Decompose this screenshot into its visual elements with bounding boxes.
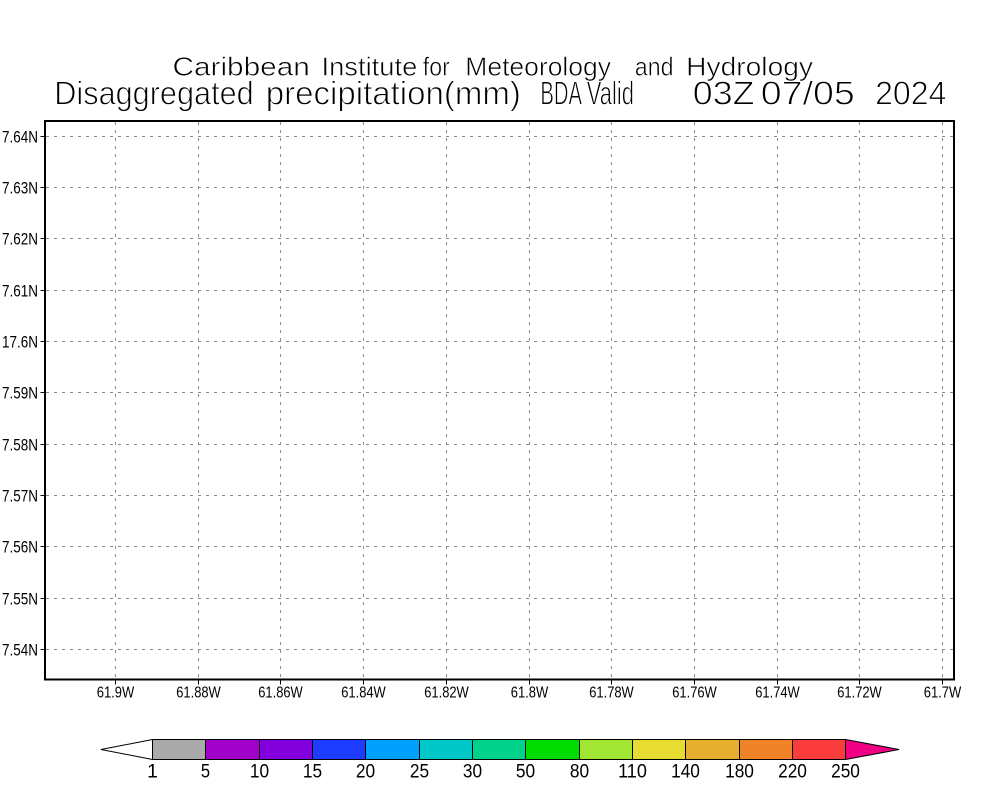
- svg-text:7.57N: 7.57N: [2, 487, 38, 506]
- svg-text:7.55N: 7.55N: [2, 590, 38, 609]
- svg-text:03Z: 03Z: [693, 76, 755, 113]
- svg-text:7.59N: 7.59N: [2, 384, 38, 403]
- svg-text:1: 1: [147, 761, 158, 782]
- svg-text:61.88W: 61.88W: [176, 685, 221, 702]
- svg-text:140: 140: [671, 761, 700, 782]
- svg-text:7.63N: 7.63N: [2, 179, 38, 198]
- svg-text:61.74W: 61.74W: [755, 685, 800, 702]
- svg-text:61.82W: 61.82W: [424, 685, 469, 702]
- svg-text:2024: 2024: [875, 76, 946, 113]
- svg-text:61.8W: 61.8W: [511, 685, 549, 702]
- svg-text:Meteorology: Meteorology: [465, 52, 611, 82]
- svg-text:250: 250: [831, 761, 860, 782]
- svg-text:61.7W: 61.7W: [924, 685, 962, 702]
- svg-text:61.78W: 61.78W: [589, 685, 634, 702]
- svg-text:20: 20: [356, 761, 375, 782]
- svg-text:Disaggregated: Disaggregated: [54, 76, 253, 113]
- svg-text:17.6N: 17.6N: [2, 333, 38, 352]
- svg-text:61.72W: 61.72W: [837, 685, 882, 702]
- svg-text:30: 30: [463, 761, 482, 782]
- svg-text:5: 5: [201, 761, 210, 782]
- svg-text:61.9W: 61.9W: [97, 685, 135, 702]
- svg-text:Valid: Valid: [587, 76, 634, 113]
- svg-text:61.86W: 61.86W: [258, 685, 303, 702]
- svg-text:61.76W: 61.76W: [672, 685, 717, 702]
- svg-text:7.62N: 7.62N: [2, 230, 38, 249]
- svg-text:15: 15: [303, 761, 322, 782]
- svg-text:and: and: [635, 52, 674, 82]
- svg-text:7.61N: 7.61N: [2, 282, 38, 301]
- svg-text:180: 180: [725, 761, 754, 782]
- svg-text:7.54N: 7.54N: [2, 641, 38, 660]
- svg-text:61.84W: 61.84W: [341, 685, 386, 702]
- svg-text:Hydrology: Hydrology: [686, 52, 813, 82]
- svg-text:7.64N: 7.64N: [2, 128, 38, 147]
- svg-text:220: 220: [778, 761, 807, 782]
- svg-text:Caribbean: Caribbean: [173, 52, 310, 82]
- svg-text:precipitation(mm): precipitation(mm): [266, 76, 521, 113]
- svg-text:BDA: BDA: [540, 76, 582, 113]
- svg-text:25: 25: [410, 761, 429, 782]
- svg-text:Institute: Institute: [322, 52, 418, 82]
- svg-text:for: for: [423, 52, 450, 82]
- svg-text:07/05: 07/05: [761, 76, 855, 113]
- svg-text:7.56N: 7.56N: [2, 538, 38, 557]
- svg-text:10: 10: [250, 761, 269, 782]
- svg-text:80: 80: [570, 761, 589, 782]
- svg-text:50: 50: [516, 761, 535, 782]
- svg-text:110: 110: [618, 761, 647, 782]
- svg-text:7.58N: 7.58N: [2, 436, 38, 455]
